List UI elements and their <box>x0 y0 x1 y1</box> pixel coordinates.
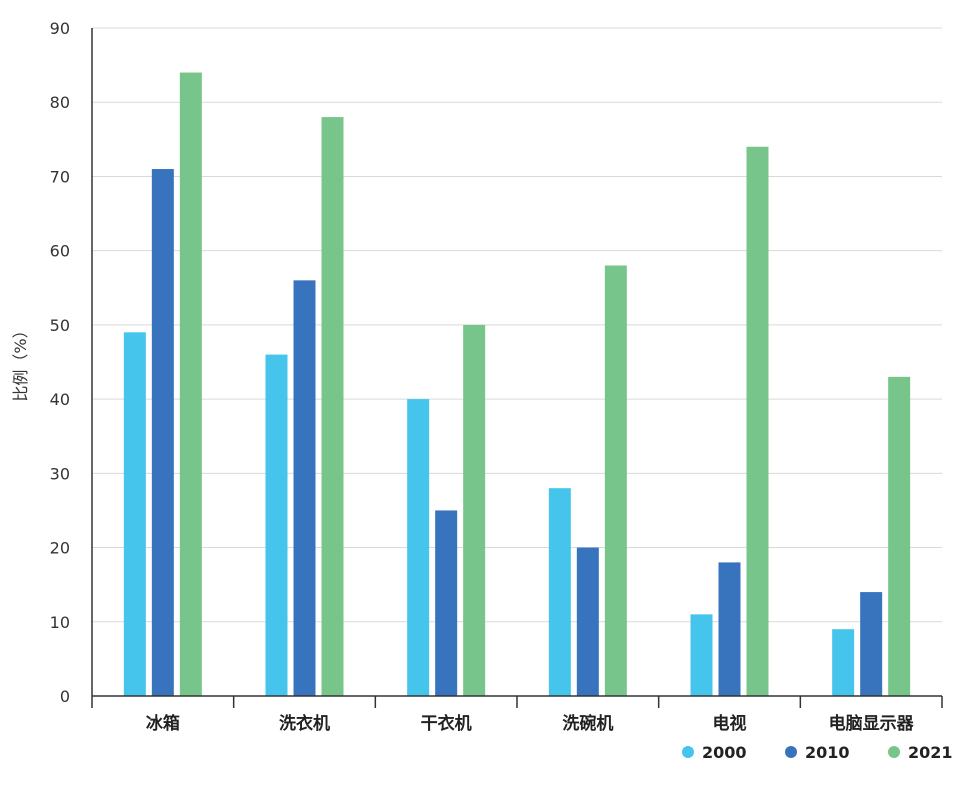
bar-2010-电视 <box>718 562 741 696</box>
bar-2010-电脑显示器 <box>860 592 883 696</box>
bars <box>123 72 911 697</box>
x-category-labels: 冰箱 洗衣机 干衣机 洗碗机 电视 电脑显示器 <box>146 713 915 734</box>
y-tick-label: 10 <box>50 613 70 632</box>
bar-2010-干衣机 <box>435 510 458 696</box>
x-category-label: 冰箱 <box>146 713 180 734</box>
x-category-label: 洗衣机 <box>279 713 330 734</box>
legend-label-2021: 2021 <box>908 743 953 762</box>
bar-2021-电视 <box>746 146 769 696</box>
legend-label-2000: 2000 <box>702 743 747 762</box>
bar-2000-冰箱 <box>123 332 146 696</box>
y-tick-label: 30 <box>50 464 70 483</box>
grid-lines <box>92 27 942 623</box>
legend-marker-2021 <box>888 746 900 758</box>
axes <box>91 28 943 708</box>
y-tick-label: 90 <box>50 19 70 38</box>
bar-2010-冰箱 <box>151 169 174 696</box>
bar-2021-干衣机 <box>463 324 486 696</box>
y-tick-label: 60 <box>50 242 70 261</box>
y-tick-label: 80 <box>50 93 70 112</box>
bar-2000-洗衣机 <box>265 354 288 696</box>
y-tick-label: 70 <box>50 167 70 186</box>
y-tick-label: 40 <box>50 390 70 409</box>
legend: 2000 2010 2021 <box>682 743 953 762</box>
bar-2021-洗衣机 <box>321 117 344 697</box>
bar-2000-干衣机 <box>407 399 430 696</box>
x-category-label: 干衣机 <box>421 713 472 734</box>
y-tick-label: 50 <box>50 316 70 335</box>
bar-2000-电脑显示器 <box>832 629 855 696</box>
y-tick-label: 0 <box>60 687 70 706</box>
bar-2021-电脑显示器 <box>888 376 911 696</box>
y-axis-label: 比例（%） <box>11 322 30 401</box>
bar-2021-冰箱 <box>179 72 202 697</box>
y-tick-labels: 0 10 20 30 40 50 60 70 80 90 <box>50 19 70 706</box>
y-tick-label: 20 <box>50 539 70 558</box>
x-category-label: 电视 <box>713 713 747 734</box>
y-axis-label-group: 比例（%） <box>11 322 30 401</box>
bar-2000-电视 <box>690 614 713 696</box>
x-category-label: 洗碗机 <box>562 713 613 734</box>
legend-label-2010: 2010 <box>805 743 850 762</box>
bar-2000-洗碗机 <box>548 488 571 696</box>
bar-2010-洗碗机 <box>576 547 599 696</box>
bar-2021-洗碗机 <box>604 265 627 696</box>
legend-marker-2010 <box>785 746 797 758</box>
legend-marker-2000 <box>682 746 694 758</box>
x-category-label: 电脑显示器 <box>829 713 915 734</box>
bar-2010-洗衣机 <box>293 280 316 696</box>
